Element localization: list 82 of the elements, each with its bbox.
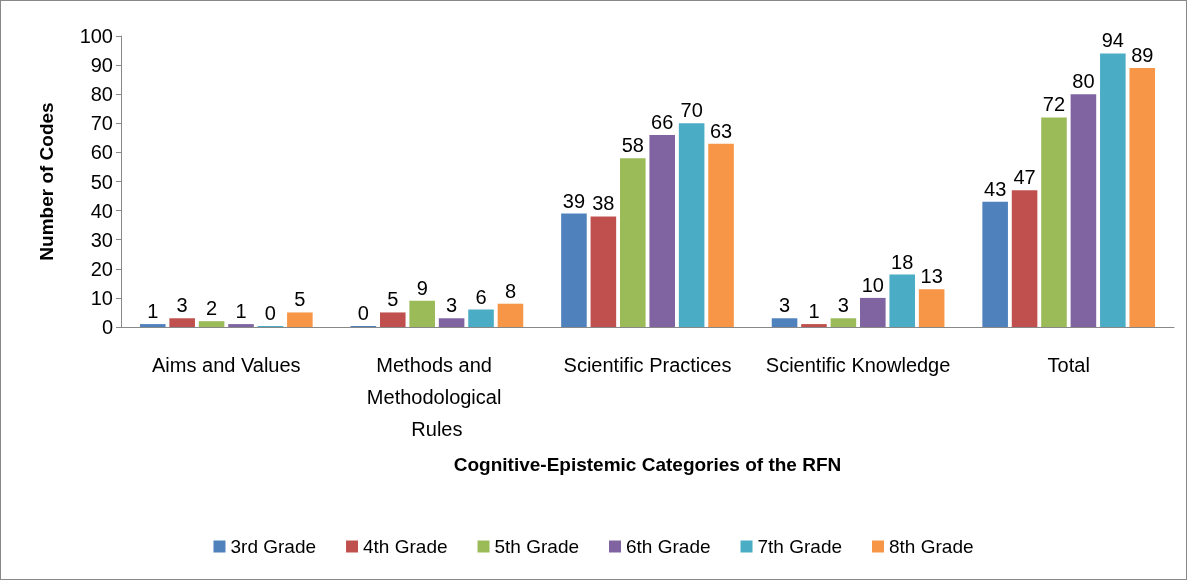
data-label: 70 <box>680 99 703 122</box>
bar <box>1100 53 1126 327</box>
data-label: 3 <box>778 294 791 317</box>
x-axis-title: Cognitive-Epistemic Categories of the RFN <box>453 454 842 475</box>
data-label: 5 <box>294 288 306 311</box>
y-tick-label: 10 <box>90 286 113 309</box>
y-tick-label: 40 <box>90 199 113 222</box>
bar <box>438 318 465 327</box>
data-label: 72 <box>1042 93 1066 116</box>
data-label: 10 <box>861 273 884 296</box>
y-tick-label: 0 <box>101 316 113 338</box>
data-label: 94 <box>1101 29 1124 52</box>
bar <box>468 309 494 327</box>
bar <box>918 289 945 327</box>
data-label: 5 <box>387 288 399 311</box>
bar <box>801 324 827 327</box>
y-tick-label: 70 <box>90 112 113 135</box>
bar <box>198 321 225 327</box>
data-label: 66 <box>651 110 674 133</box>
bar <box>860 297 886 327</box>
data-label: 6 <box>475 285 487 308</box>
y-tick-label: 90 <box>90 54 113 77</box>
data-label: 38 <box>592 192 615 215</box>
bar <box>497 303 524 327</box>
data-label: 89 <box>1131 44 1154 67</box>
bar <box>620 158 646 327</box>
data-label: 9 <box>416 276 428 299</box>
x-tick-label: Total <box>1047 354 1090 376</box>
legend-label: 5th Grade <box>494 536 580 557</box>
bar <box>590 216 617 327</box>
data-label: 58 <box>621 134 644 157</box>
data-label: 3 <box>446 294 458 317</box>
legend-label: 7th Grade <box>757 536 843 557</box>
bar <box>678 123 705 327</box>
data-label: 63 <box>709 119 733 142</box>
legend-label: 6th Grade <box>626 536 711 557</box>
y-tick-label: 80 <box>90 83 113 106</box>
data-label: 1 <box>235 300 247 323</box>
y-tick-label: 30 <box>90 228 113 251</box>
bar <box>561 213 587 327</box>
data-label: 39 <box>562 189 586 212</box>
x-tick-label: Aims and Values <box>152 354 301 376</box>
x-tick-label: Scientific Knowledge <box>765 354 951 376</box>
data-label: 43 <box>984 177 1007 200</box>
data-label: 18 <box>891 250 914 273</box>
bar <box>982 201 1008 327</box>
data-label: 47 <box>1013 166 1036 189</box>
bar <box>1070 94 1097 327</box>
data-label: 8 <box>504 279 517 302</box>
data-label: 0 <box>357 302 369 324</box>
bar <box>379 312 406 327</box>
bar <box>708 143 734 327</box>
data-label: 13 <box>920 265 943 288</box>
y-tick-label: 20 <box>90 257 113 280</box>
data-label: 1 <box>147 300 159 323</box>
bar <box>889 274 916 327</box>
bar <box>228 324 254 327</box>
data-label: 2 <box>206 297 218 320</box>
data-label: 80 <box>1072 70 1095 93</box>
bar <box>649 134 675 327</box>
data-label: 0 <box>264 302 276 324</box>
bar <box>830 318 857 327</box>
y-tick-label: 60 <box>90 141 113 164</box>
legend-label: 8th Grade <box>889 536 974 557</box>
y-axis-title: Number of Codes <box>36 102 57 261</box>
y-tick-label: 50 <box>90 170 113 193</box>
data-label: 3 <box>837 294 849 317</box>
bar <box>1011 190 1038 327</box>
bar <box>139 324 166 327</box>
data-label: 3 <box>176 294 188 317</box>
bar <box>1041 117 1067 327</box>
bar <box>771 318 798 327</box>
bar <box>1129 68 1156 327</box>
bar <box>169 318 195 327</box>
y-tick-label: 100 <box>79 25 113 47</box>
bar <box>287 312 313 327</box>
legend-label: 3rd Grade <box>230 536 317 557</box>
x-tick-label: Methods and Methodological Rules <box>366 354 507 440</box>
bar <box>409 300 435 327</box>
x-tick-label: Scientific Practices <box>563 354 732 376</box>
data-label: 1 <box>808 300 820 323</box>
legend-label: 4th Grade <box>363 536 448 557</box>
